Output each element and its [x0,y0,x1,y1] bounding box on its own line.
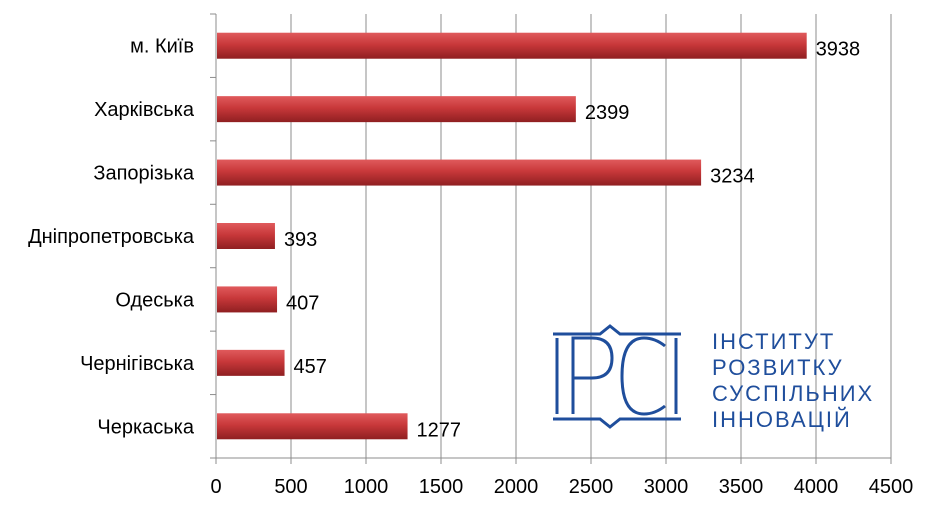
axes [210,13,892,464]
bars [217,32,807,440]
logo-line-4: ІННОВАЦІЙ [712,407,852,432]
x-tick-label: 4000 [794,476,839,498]
x-tick-label: 1500 [419,476,464,498]
institute-logo: ІНСТИТУТ РОЗВИТКУ СУСПІЛЬНИХ ІННОВАЦІЙ [553,324,874,432]
logo-line-2: РОЗВИТКУ [712,355,844,380]
category-label: Чернігівська [80,353,195,375]
bar [217,96,576,123]
x-tick-label: 4500 [869,476,914,498]
x-tick-label: 500 [274,476,307,498]
gridlines [290,14,892,458]
category-label: Запорізька [93,163,195,185]
category-label: Одеська [115,289,195,311]
category-label: Дніпропетровська [28,226,195,248]
x-tick-label: 1000 [344,476,389,498]
data-label: 457 [294,356,327,378]
data-label: 1277 [417,419,462,441]
logo-line-3: СУСПІЛЬНИХ [712,381,874,406]
category-label: Черкаська [97,416,194,438]
data-label: 2399 [585,102,630,124]
bar [217,32,807,59]
x-tick-label: 3500 [719,476,764,498]
x-tick-label: 3000 [644,476,689,498]
x-tick-label: 2000 [494,476,539,498]
bar [217,349,285,376]
category-label: Харківська [94,99,195,121]
logo-mark [553,324,681,429]
bar [217,159,702,186]
data-label: 393 [284,229,317,251]
data-label: 3234 [710,166,755,188]
x-tick-label: 2500 [569,476,614,498]
labels: 0 500 1000 1500 2000 2500 3000 3500 4000 4500 м. К… [28,36,913,498]
category-label: м. Київ [130,36,194,58]
data-label: 407 [286,292,319,314]
bar [217,413,408,440]
bar [217,223,275,249]
bar [217,286,278,313]
logo-line-1: ІНСТИТУТ [712,329,835,354]
x-tick-label: 0 [210,476,221,498]
data-label: 3938 [816,39,861,61]
